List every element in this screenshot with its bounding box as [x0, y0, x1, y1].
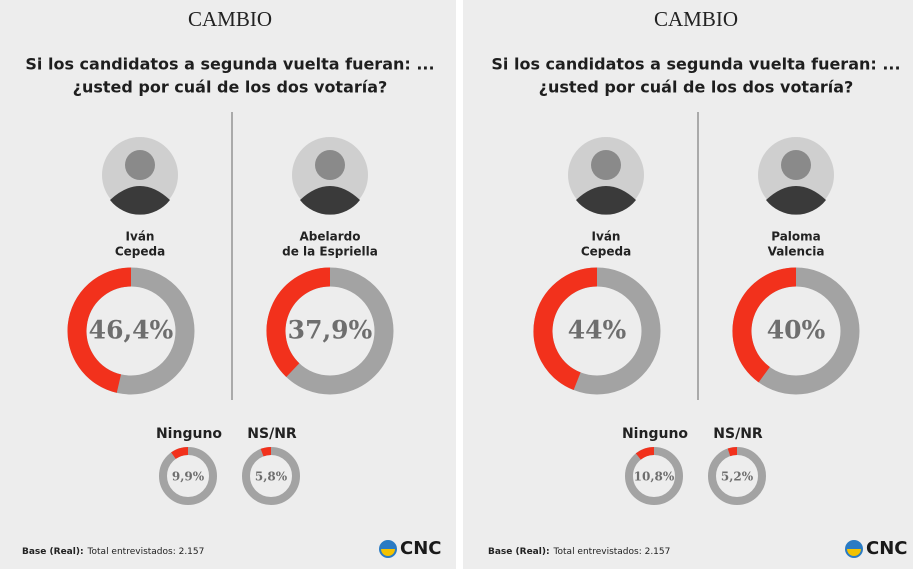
option-name: NS/NR — [713, 426, 763, 442]
value-label: 40% — [767, 316, 826, 345]
base-label: Base (Real): — [22, 547, 84, 557]
value-label: 37,9% — [288, 316, 373, 345]
value-label: 10,8% — [634, 470, 675, 484]
base-note: Base (Real): Total entrevistados: 2.157 — [22, 547, 204, 557]
option-name: Ninguno — [156, 426, 222, 442]
candidate-name: Iván — [592, 230, 621, 244]
title: ¿usted por cuál de los dos votaría? — [539, 78, 854, 97]
value-label: 5,8% — [255, 470, 288, 484]
value-label: 44% — [568, 316, 627, 345]
photo-body — [110, 186, 170, 215]
option-name: Ninguno — [622, 426, 688, 442]
photo-body — [300, 186, 360, 215]
brand: CAMBIO — [188, 7, 272, 31]
candidate-name: Valencia — [768, 245, 825, 259]
value-label: 46,4% — [89, 316, 174, 345]
photo-head — [591, 150, 621, 180]
title: Si los candidatos a segunda vuelta fuera… — [491, 55, 900, 74]
panel-background — [0, 0, 456, 569]
candidate-name: Cepeda — [115, 245, 165, 259]
photo-body — [576, 186, 636, 215]
donut-segment — [727, 447, 738, 457]
photo-head — [125, 150, 155, 180]
photo-head — [315, 150, 345, 180]
candidate-name: Cepeda — [581, 245, 631, 259]
candidate-name: Abelardo — [300, 230, 361, 244]
donut-segment — [533, 267, 598, 391]
donut-segment — [260, 447, 272, 457]
logo: CNC — [400, 538, 441, 559]
base-note: Base (Real): Total entrevistados: 2.157 — [488, 547, 670, 557]
donut-segment — [67, 267, 132, 393]
logo: CNC — [866, 538, 907, 559]
donut-segment — [635, 447, 655, 460]
logo-icon — [381, 549, 395, 556]
donut-segment — [732, 267, 797, 383]
brand: CAMBIO — [654, 7, 738, 31]
base-text: Total entrevistados: 2.157 — [87, 547, 205, 557]
base-text: Total entrevistados: 2.157 — [553, 547, 671, 557]
title: ¿usted por cuál de los dos votaría? — [73, 78, 388, 97]
title: Si los candidatos a segunda vuelta fuera… — [25, 55, 434, 74]
candidate-name: Iván — [126, 230, 155, 244]
base-label: Base (Real): — [488, 547, 550, 557]
logo-icon — [847, 549, 861, 556]
donut-segment — [171, 447, 189, 460]
photo-body — [766, 186, 826, 215]
photo-head — [781, 150, 811, 180]
donut-segment — [266, 267, 331, 378]
candidate-name: de la Espriella — [282, 245, 378, 259]
candidate-name: Paloma — [771, 230, 821, 244]
value-label: 5,2% — [721, 470, 754, 484]
value-label: 9,9% — [172, 470, 205, 484]
option-name: NS/NR — [247, 426, 297, 442]
